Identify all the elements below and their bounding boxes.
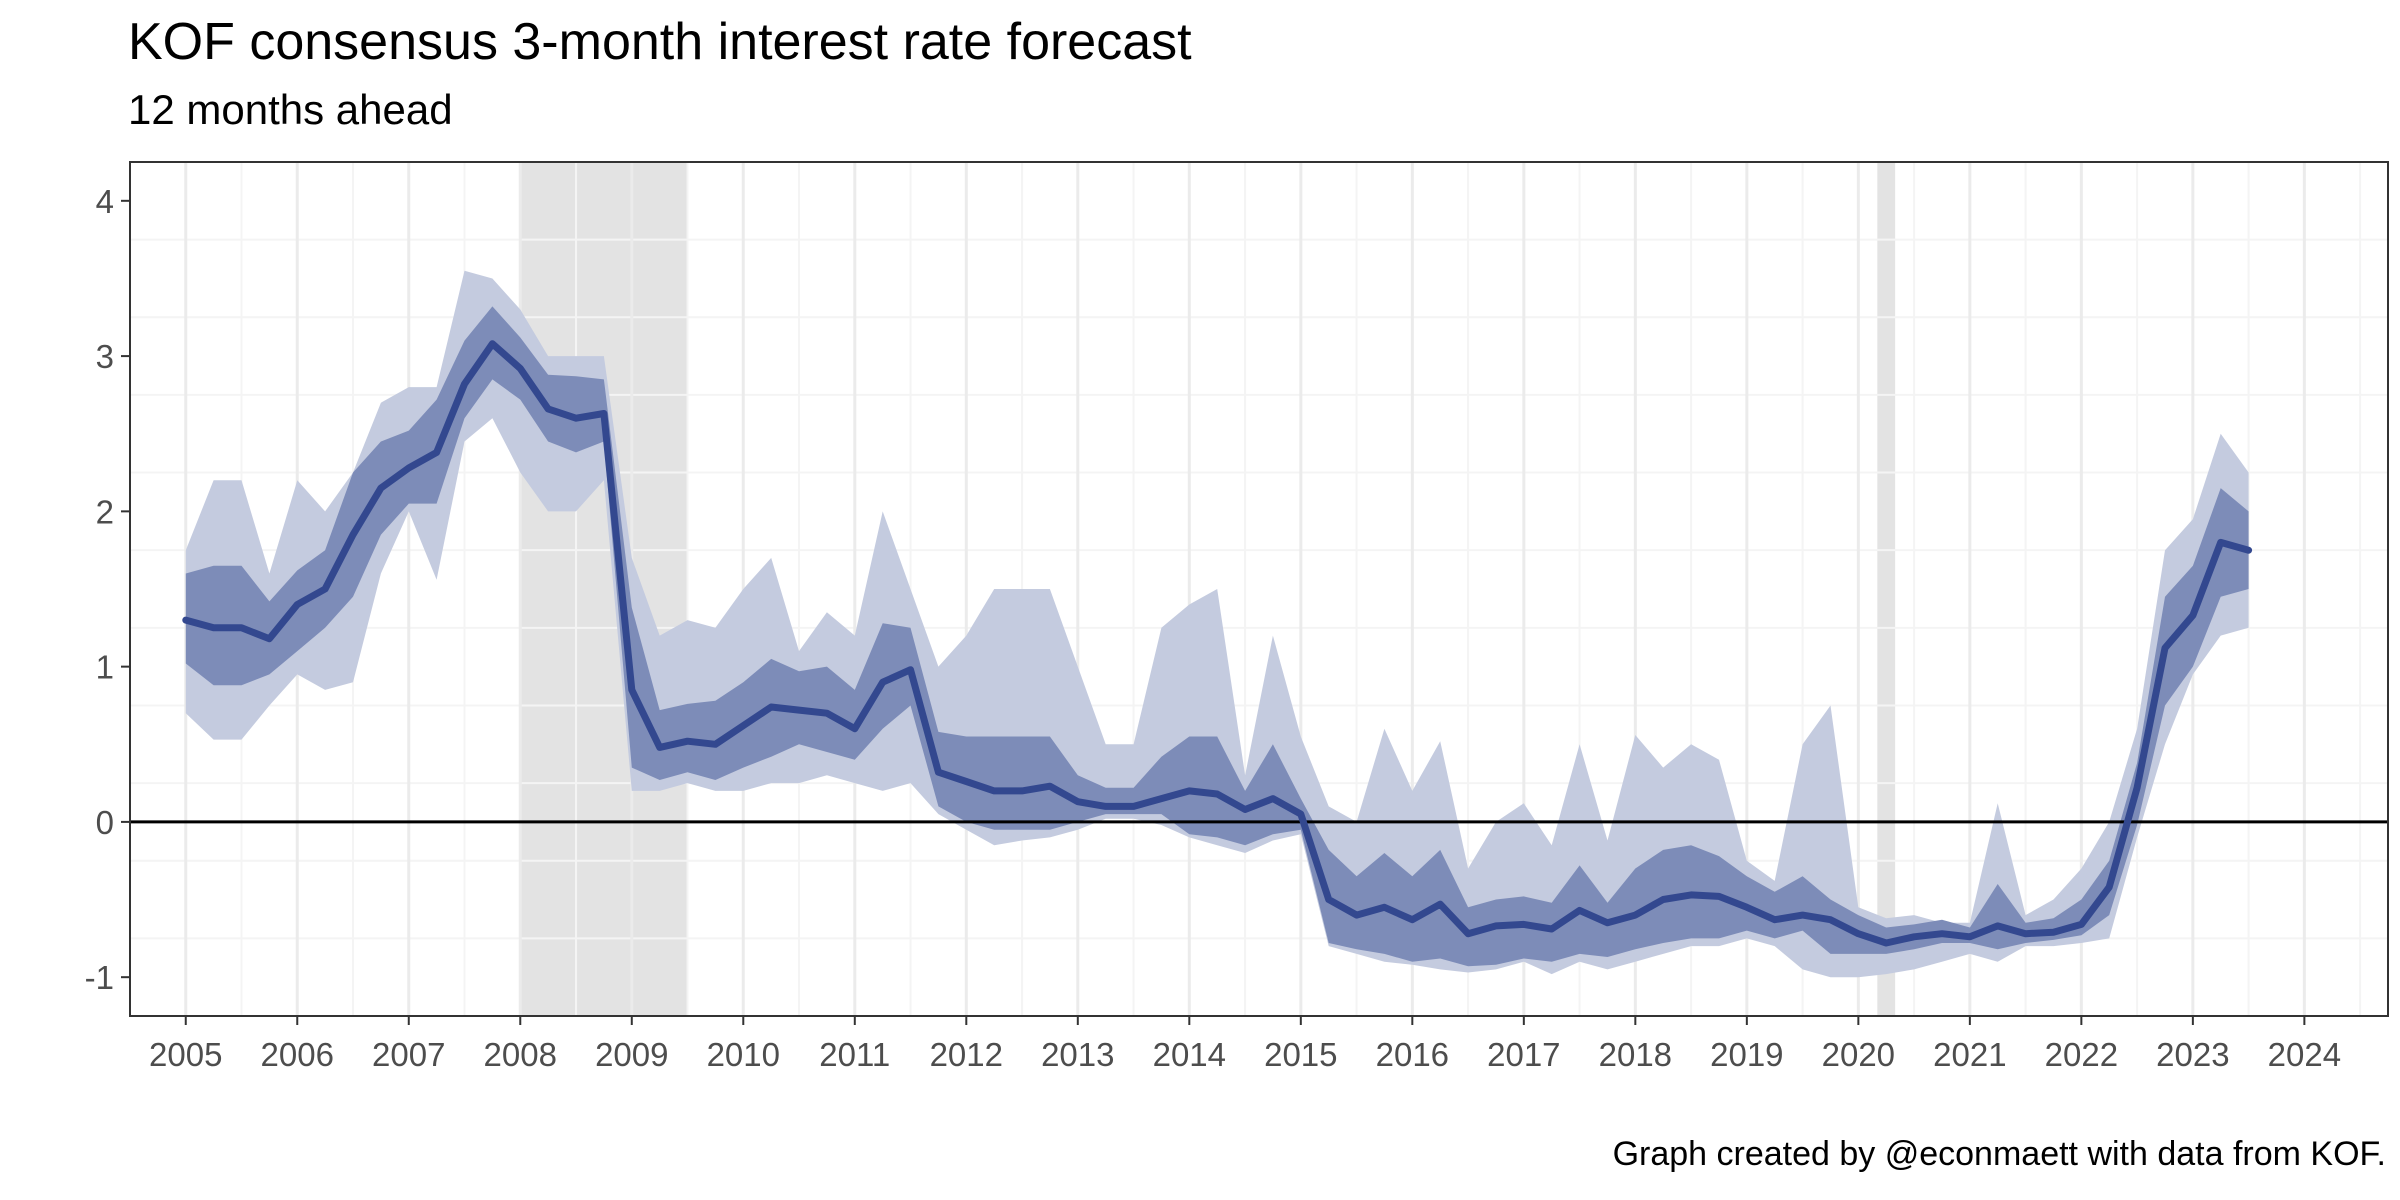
x-tick-label: 2023 bbox=[2156, 1036, 2229, 1073]
panel-border bbox=[129, 161, 2389, 1017]
x-tick-label: 2021 bbox=[1933, 1036, 2006, 1073]
y-tick-label: 4 bbox=[96, 183, 114, 220]
y-tick-label: 3 bbox=[96, 338, 114, 375]
chart-subtitle: 12 months ahead bbox=[128, 86, 453, 133]
y-tick-label: -1 bbox=[85, 959, 114, 996]
x-tick-label: 2015 bbox=[1264, 1036, 1337, 1073]
x-tick-label: 2017 bbox=[1487, 1036, 1560, 1073]
x-tick-label: 2008 bbox=[484, 1036, 557, 1073]
x-tick-label: 2018 bbox=[1599, 1036, 1672, 1073]
x-tick-label: 2019 bbox=[1710, 1036, 1783, 1073]
y-tick-label: 0 bbox=[96, 804, 114, 841]
shaded-period-0 bbox=[520, 162, 688, 1016]
forecast-bands bbox=[185, 270, 2249, 978]
chart-caption: Graph created by @econmaett with data fr… bbox=[1612, 1135, 2386, 1173]
x-tick-label: 2024 bbox=[2268, 1036, 2341, 1073]
x-tick-label: 2006 bbox=[261, 1036, 334, 1073]
y-tick-label: 1 bbox=[96, 649, 114, 686]
recession-shading bbox=[520, 162, 1896, 1016]
x-tick-label: 2016 bbox=[1376, 1036, 1449, 1073]
x-tick-label: 2009 bbox=[595, 1036, 668, 1073]
inner-range-band bbox=[185, 306, 2249, 967]
y-tick-label: 2 bbox=[96, 493, 114, 530]
x-tick-label: 2010 bbox=[707, 1036, 780, 1073]
axes: -1 0 1 2 3 4 2005 2006 2007 2008 2009 2010 2011 2012 2… bbox=[85, 161, 2389, 1073]
median-line-group bbox=[130, 340, 2388, 947]
x-tick-label: 2014 bbox=[1153, 1036, 1226, 1073]
x-tick-label: 2022 bbox=[2045, 1036, 2118, 1073]
x-tick-label: 2020 bbox=[1822, 1036, 1895, 1073]
x-tick-label: 2011 bbox=[819, 1036, 890, 1073]
shaded-period-1 bbox=[1877, 162, 1896, 1016]
median-line bbox=[182, 340, 2253, 947]
outer-range-band bbox=[185, 270, 2249, 978]
x-tick-label: 2007 bbox=[372, 1036, 445, 1073]
x-tick-label: 2013 bbox=[1041, 1036, 1114, 1073]
x-tick-label: 2005 bbox=[149, 1036, 222, 1073]
x-tick-label: 2012 bbox=[930, 1036, 1003, 1073]
chart-title: KOF consensus 3-month interest rate fore… bbox=[128, 13, 1192, 71]
